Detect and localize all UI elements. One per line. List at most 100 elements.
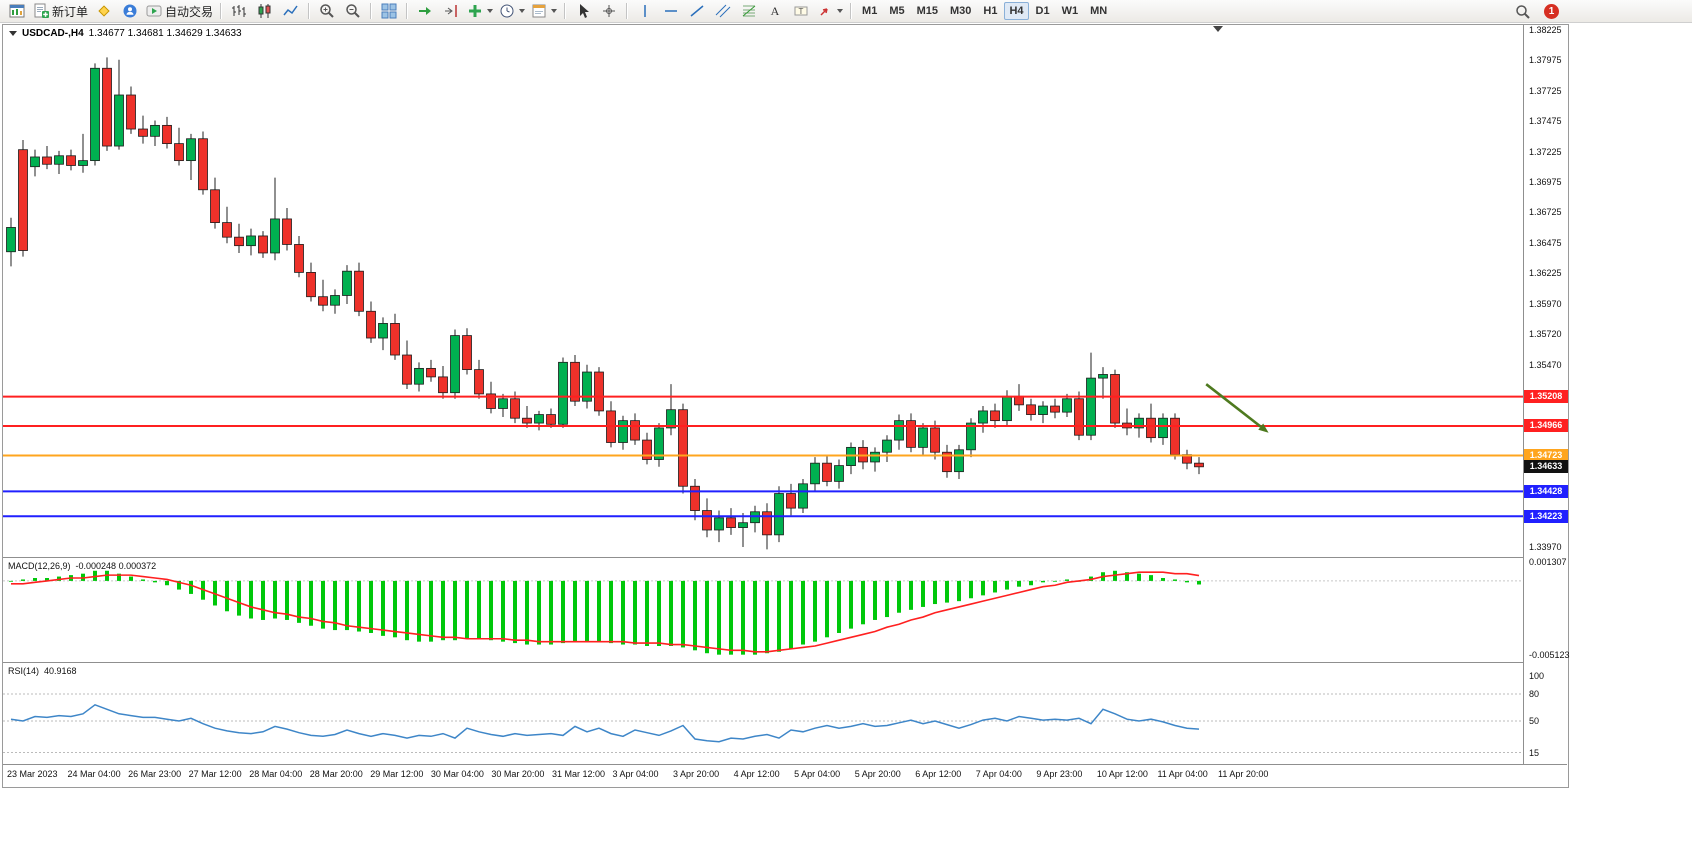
candle: [570, 355, 580, 407]
toolbar: 新订单 自动交易 A T M1 M5 M15 M30 H1 H4 D1 W1 MN: [0, 0, 1692, 23]
candle: [630, 413, 640, 445]
trendline-button[interactable]: [684, 0, 710, 22]
tile-windows-button[interactable]: [376, 0, 402, 22]
candle: [1182, 449, 1192, 470]
notifications-badge[interactable]: 1: [1544, 4, 1559, 19]
time-label: 30 Mar 20:00: [491, 769, 545, 779]
candle: [1122, 408, 1132, 436]
timeframe-m5-button[interactable]: M5: [889, 5, 905, 17]
candle: [30, 149, 40, 177]
rsi-axis-label: 15: [1529, 747, 1540, 758]
new-chart-button[interactable]: [4, 0, 30, 22]
candle: [6, 217, 16, 267]
auto-trading-label: 自动交易: [165, 4, 214, 19]
level-price-tag: 1.35208: [1524, 390, 1568, 404]
auto-trading-icon: [146, 3, 162, 19]
timeframe-m15-button[interactable]: M15: [916, 5, 938, 17]
timeframe-m1-button[interactable]: M1: [862, 5, 878, 17]
time-label: 6 Apr 12:00: [915, 769, 962, 779]
candle: [258, 231, 268, 258]
timeframe-mn-button[interactable]: MN: [1090, 5, 1108, 17]
toolbar-separator: [626, 3, 629, 19]
price-axis[interactable]: 1.38225 1.37975 1.37725 1.37475 1.37225 1.369…: [1523, 25, 1570, 764]
candle: [930, 420, 940, 460]
macd-axis-label: 0.001307: [1529, 557, 1567, 567]
cursor-button[interactable]: [570, 0, 596, 22]
candle: [390, 313, 400, 360]
dropdown-caret-icon[interactable]: [837, 9, 844, 13]
indicators-button[interactable]: [464, 0, 496, 22]
candle: [234, 223, 244, 253]
timeframe-d1-button[interactable]: D1: [1035, 5, 1050, 17]
auto-trading-button[interactable]: 自动交易: [143, 0, 216, 22]
zoom-out-button[interactable]: [340, 0, 366, 22]
candle: [918, 423, 928, 455]
candle: [318, 279, 328, 312]
chart-candles-button[interactable]: [252, 0, 278, 22]
chart-window-icon: [9, 3, 25, 19]
text-label-button[interactable]: T: [788, 0, 814, 22]
candle: [894, 414, 904, 450]
crosshair-button[interactable]: [596, 0, 622, 22]
candle: [246, 228, 256, 256]
candle: [354, 262, 364, 317]
candle: [342, 265, 352, 304]
candle: [642, 432, 652, 465]
timeframe-h4-button[interactable]: H4: [1004, 2, 1029, 20]
time-label: 3 Apr 04:00: [612, 769, 659, 779]
time-axis[interactable]: 23 Mar 2023 24 Mar 04:00 26 Mar 23:00 27 Ma…: [3, 765, 1567, 786]
candle: [666, 384, 676, 436]
chart-title: USDCAD-,H4 1.34677 1.34681 1.34629 1.346…: [9, 28, 242, 39]
price-label: 1.35470: [1529, 359, 1562, 370]
price-label: 1.37725: [1529, 85, 1562, 96]
chart-bars-button[interactable]: [226, 0, 252, 22]
timeframe-w1-button[interactable]: W1: [1061, 5, 1079, 17]
toolbar-separator: [850, 3, 853, 19]
candle: [1038, 401, 1048, 424]
candle: [474, 359, 484, 399]
panel-separator[interactable]: [3, 662, 1567, 663]
periods-button[interactable]: [496, 0, 528, 22]
rsi-value: 40.9168: [44, 666, 77, 676]
candles-icon: [257, 3, 273, 19]
candle: [906, 413, 916, 453]
auto-scroll-button[interactable]: [412, 0, 438, 22]
macd-label: MACD(12,26,9) -0.000248 0.000372: [8, 561, 156, 571]
timeframe-h1-button[interactable]: H1: [983, 5, 998, 17]
zoom-in-button[interactable]: [314, 0, 340, 22]
templates-button[interactable]: [528, 0, 560, 22]
metaeditor-button[interactable]: [91, 0, 117, 22]
new-order-button[interactable]: 新订单: [30, 0, 91, 22]
mql5-community-button[interactable]: [117, 0, 143, 22]
search-button[interactable]: [1510, 1, 1536, 23]
candle: [810, 457, 820, 492]
dropdown-caret-icon[interactable]: [519, 9, 526, 13]
toolbar-separator: [370, 3, 373, 19]
toolbar-separator: [564, 3, 567, 19]
candle: [450, 329, 460, 399]
arrows-button[interactable]: [814, 0, 846, 22]
vertical-line-button[interactable]: [632, 0, 658, 22]
time-label: 11 Apr 20:00: [1218, 769, 1269, 779]
dropdown-caret-icon[interactable]: [487, 9, 494, 13]
rsi-panel-canvas[interactable]: [3, 663, 1523, 764]
auto-scroll-icon: [417, 3, 433, 19]
candle: [1194, 457, 1204, 475]
candle: [378, 317, 388, 351]
equidistant-channel-button[interactable]: [710, 0, 736, 22]
arrow-annotation[interactable]: [1205, 383, 1269, 433]
candle: [1098, 367, 1108, 399]
candle: [66, 149, 76, 171]
chart-line-button[interactable]: [278, 0, 304, 22]
text-button[interactable]: A: [762, 0, 788, 22]
panel-separator[interactable]: [3, 557, 1567, 558]
timeframe-m30-button[interactable]: M30: [950, 5, 972, 17]
one-click-trading-toggle-icon[interactable]: [9, 31, 17, 36]
price-chart-canvas[interactable]: [3, 25, 1523, 557]
candle: [750, 505, 760, 533]
fibonacci-button[interactable]: [736, 0, 762, 22]
dropdown-caret-icon[interactable]: [551, 9, 558, 13]
macd-panel-canvas[interactable]: [3, 558, 1523, 662]
chart-shift-button[interactable]: [438, 0, 464, 22]
horizontal-line-button[interactable]: [658, 0, 684, 22]
